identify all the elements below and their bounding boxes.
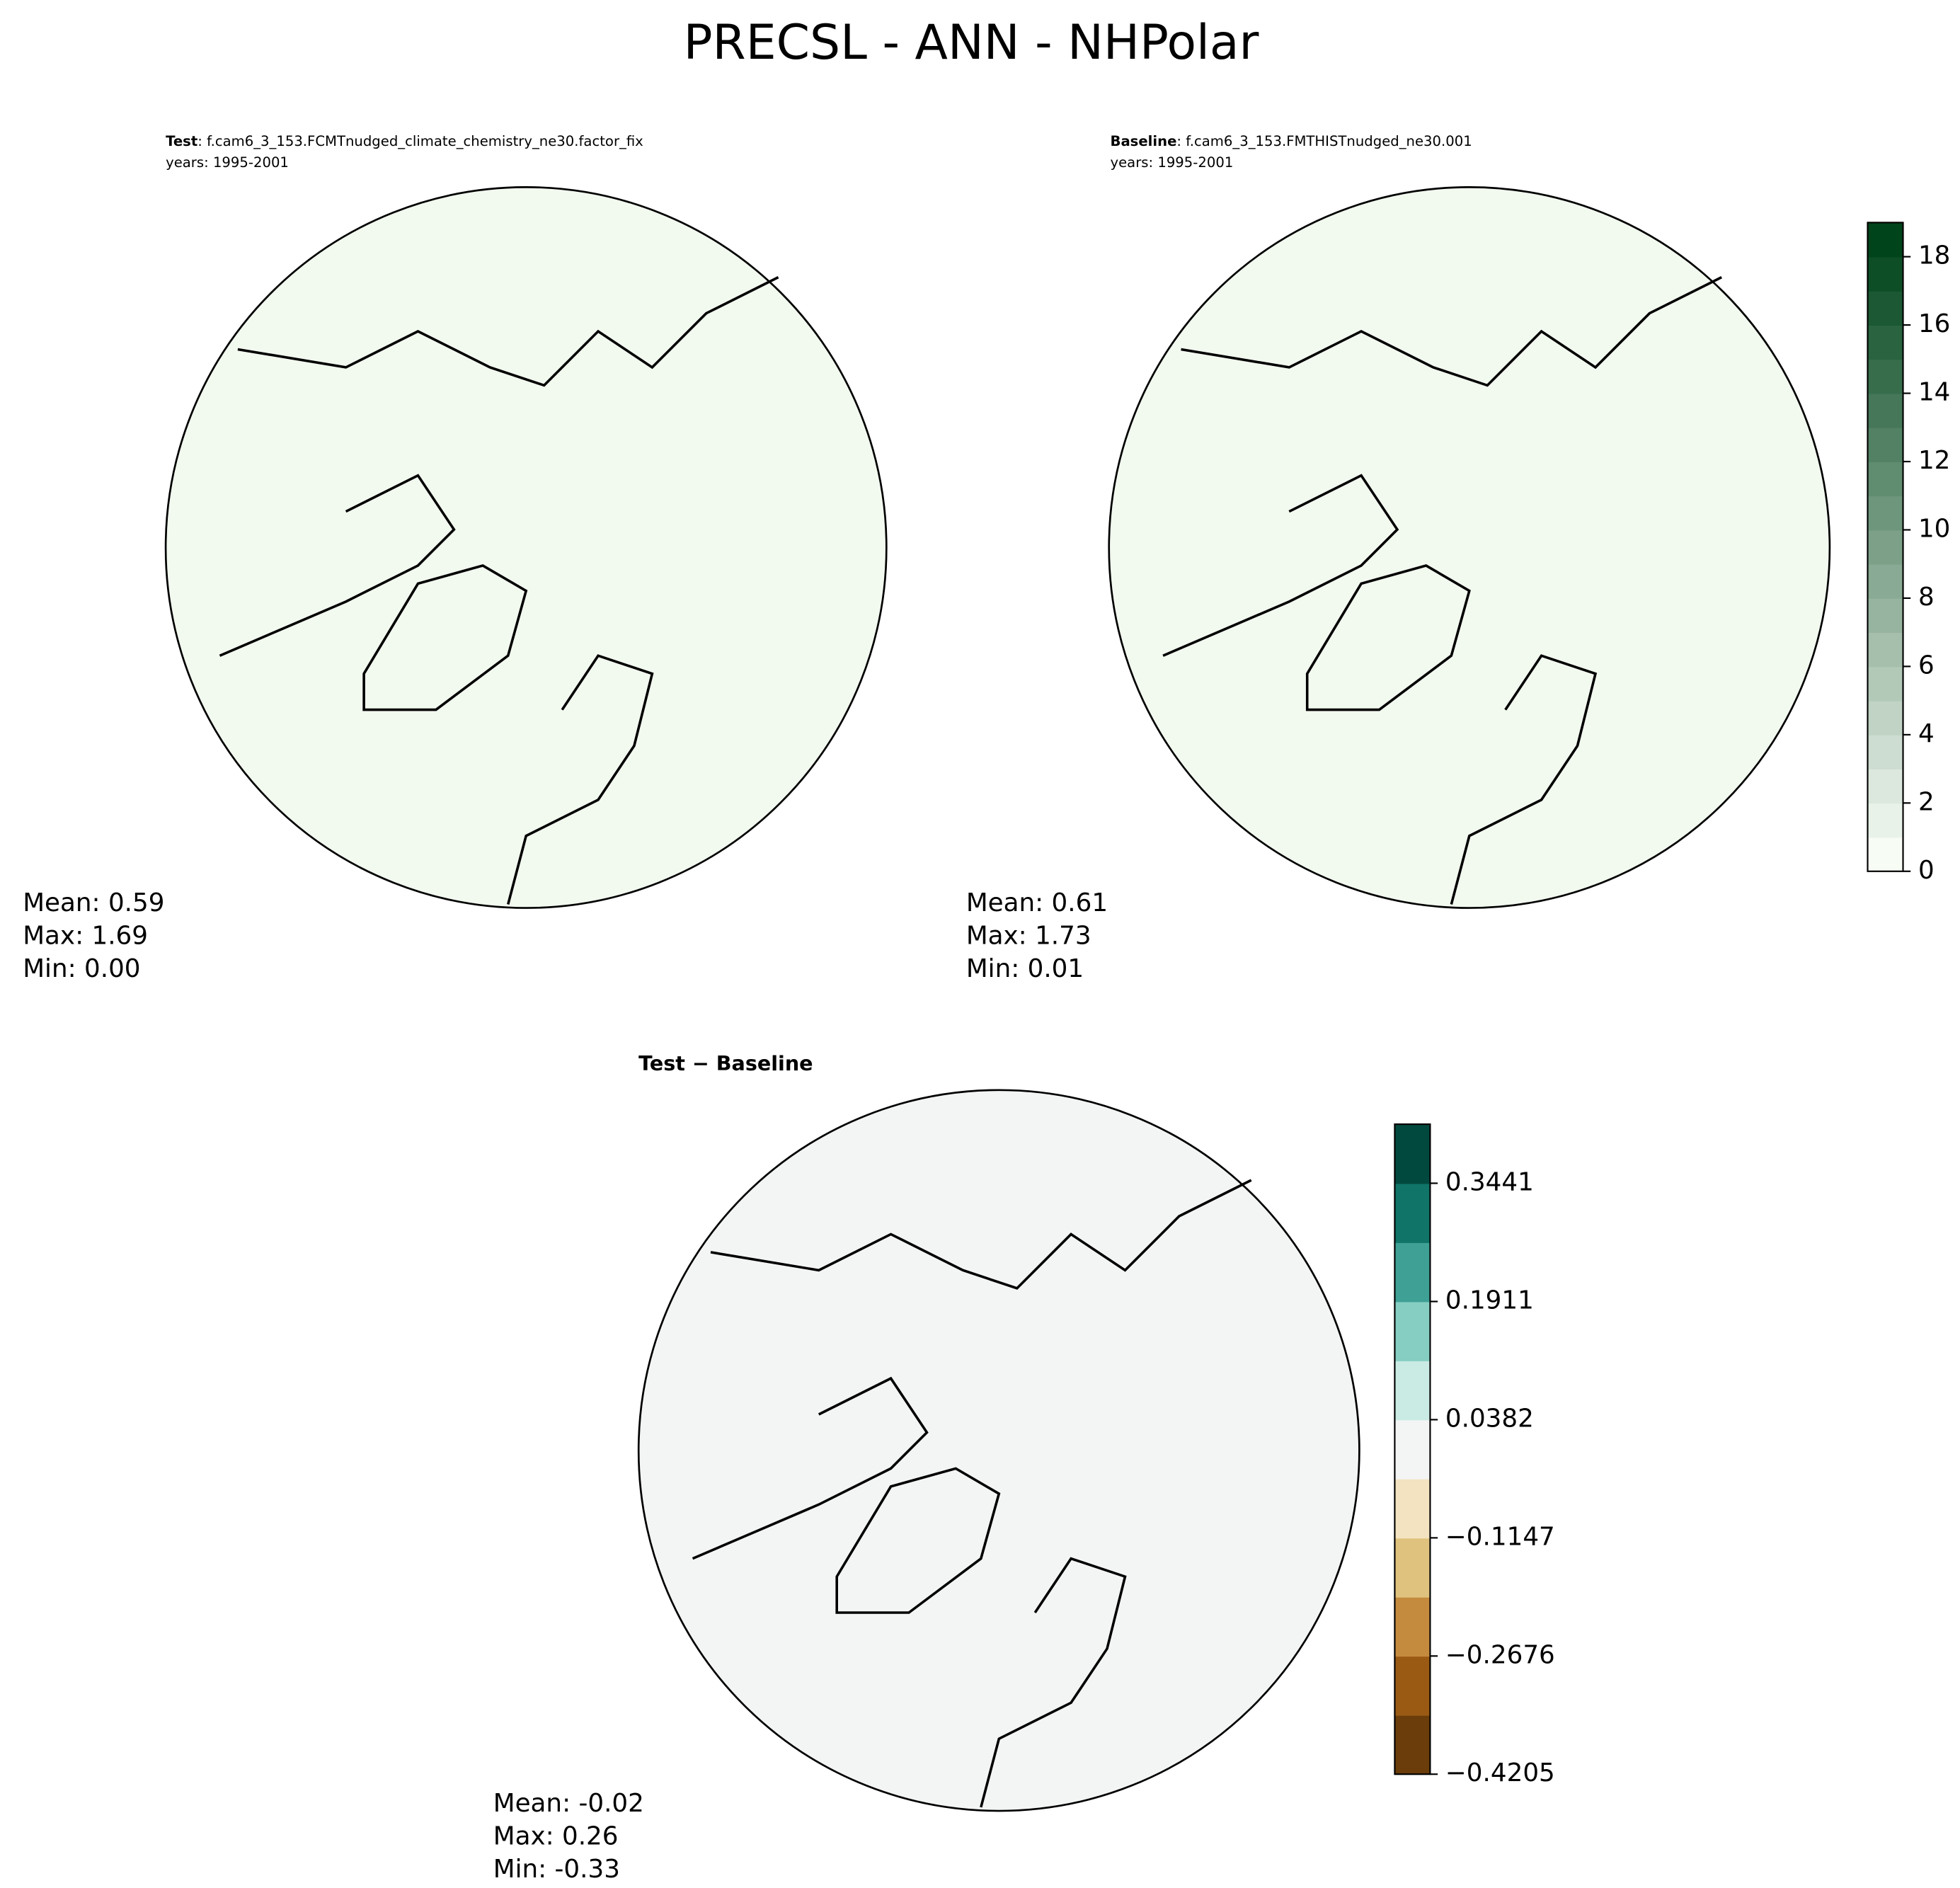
colorbar-band [1867,290,1903,326]
colorbar-tick-label: 6 [1918,651,1935,680]
colorbar-band [1394,1419,1431,1480]
colorbar-band [1867,666,1903,702]
colorbar-band [1867,734,1903,769]
colorbar-band [1394,1242,1431,1303]
stat-line: Mean: -0.02 [493,1789,644,1818]
map-disc [1108,186,1831,909]
stat-line: Mean: 0.59 [23,888,164,917]
panel: Test − Baseline Mean: -0.02 Max: 0.26 Min: … [493,1051,1555,1884]
colorbar-band [1867,837,1903,872]
colorbar-band [1394,1124,1431,1184]
colorbar-tick-label: −0.2676 [1445,1640,1555,1669]
map-disc [164,186,888,909]
stat-line: Max: 1.73 [966,922,1091,951]
colorbar-band [1394,1596,1431,1657]
colorbar-band [1394,1360,1431,1421]
colorbar-band [1867,427,1903,462]
colorbar-band [1867,769,1903,804]
colorbar-tick-label: 0 [1918,856,1935,885]
colorbar-band [1867,256,1903,292]
colorbar-band [1867,700,1903,736]
colorbar-tick-label: 4 [1918,719,1935,748]
colorbar-tick-label: 16 [1918,309,1950,338]
colorbar-band [1867,803,1903,838]
stat-line: Min: 0.01 [966,954,1084,983]
colorbar-band [1867,325,1903,360]
colorbar-band [1867,222,1903,258]
case-name: : f.cam6_3_153.FCMTnudged_climate_chemis… [197,133,643,149]
case-label: Test [166,133,197,149]
colorbar-frame [1394,1123,1431,1775]
colorbar-tick-label: 14 [1918,378,1950,407]
colorbar-frame [1867,222,1904,872]
colorbar-tick-label: 0.1911 [1445,1286,1534,1315]
colorbar-band [1867,496,1903,531]
case-name: : f.cam6_3_153.FMTHISTnudged_ne30.001 [1176,133,1472,149]
colorbar-band [1394,1715,1431,1775]
colorbar-band [1394,1656,1431,1716]
colorbar-tick-label: 2 [1918,787,1935,816]
colorbar-band [1867,462,1903,497]
colorbar-band [1394,1478,1431,1539]
map-disc [637,1089,1360,1812]
colorbar-band [1394,1301,1431,1361]
stat-line: Max: 1.69 [23,922,148,951]
colorbar-tick-label: 12 [1918,446,1950,475]
colorbar-band [1867,597,1903,634]
colorbar-tick-label: 18 [1918,241,1950,270]
coastline [1162,276,1722,905]
colorbar-tick-label: −0.4205 [1445,1758,1555,1787]
stat-line: Mean: 0.61 [966,888,1108,917]
colorbar-band [1394,1183,1431,1243]
colorbar-tick-label: 10 [1918,514,1950,543]
panel: Baseline: f.cam6_3_153.FMTHISTnudged_ne3… [966,133,1951,984]
stat-line: Min: -0.33 [493,1855,620,1884]
panel-subtitle: Test − Baseline [638,1051,813,1075]
coastline [219,276,779,905]
case-years: years: 1995-2001 [1110,154,1233,171]
coastline [692,1179,1252,1808]
colorbar-band [1867,359,1903,394]
colorbar-band [1394,1538,1431,1598]
stat-line: Min: 0.00 [23,954,140,983]
panel-subtitle: Baseline: f.cam6_3_153.FMTHISTnudged_ne3… [1110,133,1472,149]
colorbar-band [1867,530,1903,565]
colorbar-tick-label: 0.0382 [1445,1404,1534,1433]
figure-title: PRECSL - ANN - NHPolar [684,15,1259,71]
stat-line: Max: 0.26 [493,1822,619,1851]
colorbar-tick-label: 0.3441 [1445,1167,1534,1196]
colorbar-band [1867,393,1903,428]
panel: Test: f.cam6_3_153.FCMTnudged_climate_ch… [23,133,888,983]
colorbar-tick-label: −0.1147 [1445,1522,1555,1551]
case-years: years: 1995-2001 [166,154,289,171]
case-label: Baseline [1110,133,1176,149]
colorbar-band [1867,632,1903,668]
colorbar-band [1867,563,1903,599]
colorbar-tick-label: 8 [1918,583,1935,612]
panel-subtitle: Test: f.cam6_3_153.FCMTnudged_climate_ch… [166,133,643,149]
